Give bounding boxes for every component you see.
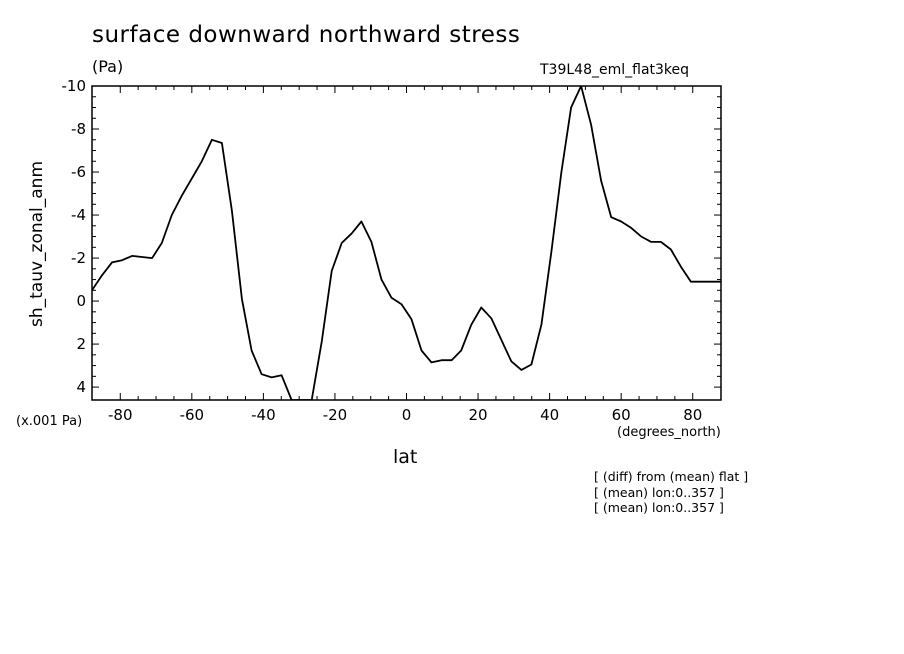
y-tick-label: -4 (71, 206, 86, 224)
x-tick-label: 80 (683, 406, 702, 424)
y-tick-label: -6 (71, 163, 86, 181)
plot-frame (91, 85, 722, 401)
y-tick-label: -2 (71, 249, 86, 267)
scale-note: (x.001 Pa) (16, 414, 83, 429)
x-tick-label: 60 (612, 406, 631, 424)
chart-title: surface downward northward stress (92, 22, 521, 48)
x-tick-label: -80 (108, 406, 133, 424)
x-tick-label: 40 (540, 406, 559, 424)
note-line: [ (mean) lon:0..357 ] (594, 500, 724, 515)
x-axis-label: lat (393, 446, 418, 468)
x-tick-label: -20 (323, 406, 348, 424)
x-tick-label: -60 (180, 406, 205, 424)
series-line (92, 86, 721, 400)
y-tick-label: 4 (76, 378, 86, 396)
notes-block: [ (diff) from (mean) flat ] [ (mean) lon… (594, 469, 748, 516)
note-line: [ (diff) from (mean) flat ] (594, 469, 749, 484)
note-line: [ (mean) lon:0..357 ] (594, 484, 724, 500)
x-tick-label: -40 (251, 406, 276, 424)
y-tick-label: 2 (76, 335, 86, 353)
run-name-label: T39L48_eml_flat3keq (540, 62, 690, 78)
x-tick-label: 0 (402, 406, 412, 424)
units-label: (Pa) (92, 57, 124, 76)
x-tick-label: 20 (469, 406, 488, 424)
y-tick-label: -8 (71, 120, 86, 138)
y-tick-label: 0 (76, 292, 86, 310)
y-tick-label: -10 (62, 77, 87, 95)
x-units-label: (degrees_north) (617, 425, 721, 440)
